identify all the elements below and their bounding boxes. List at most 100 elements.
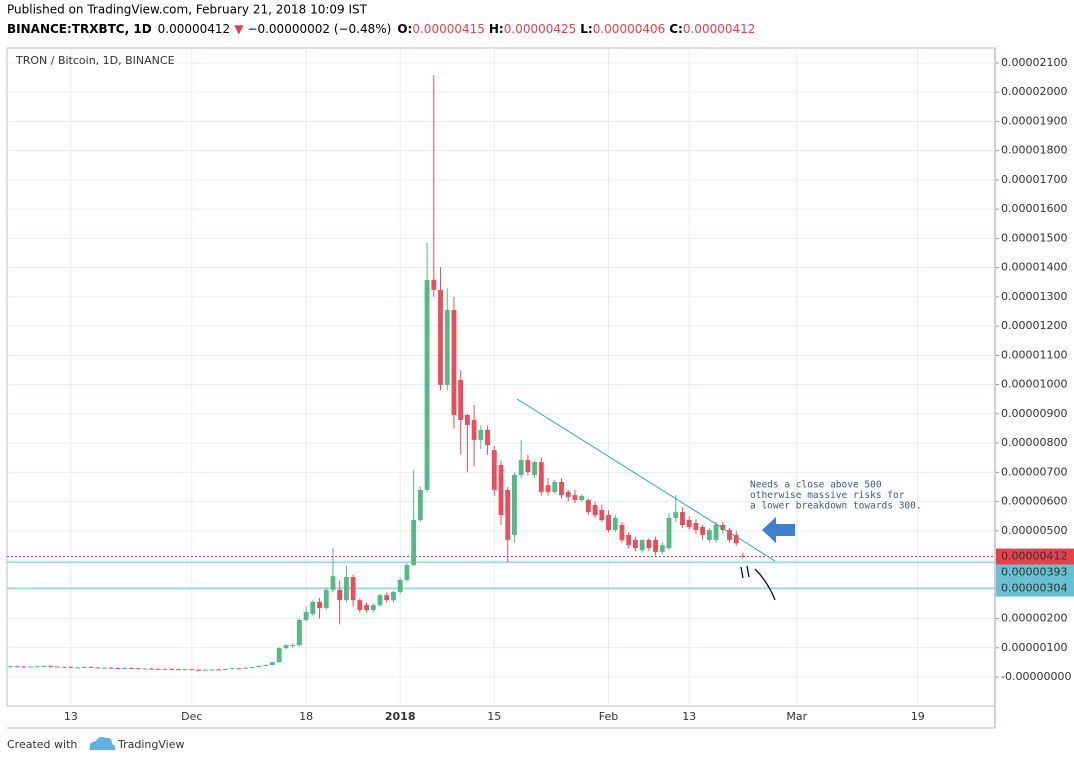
candle-body xyxy=(310,601,316,615)
y-tick-label: 0.00002000 xyxy=(1001,85,1067,98)
candle-body xyxy=(202,669,208,671)
candle-body xyxy=(88,666,94,668)
candle-body xyxy=(431,279,437,290)
candle-body xyxy=(169,668,175,670)
candle-body xyxy=(377,595,383,606)
candle-body xyxy=(444,310,450,385)
footer-brand[interactable]: TradingView xyxy=(117,738,184,751)
candle-body xyxy=(733,534,739,544)
x-tick-label: 15 xyxy=(487,710,501,723)
candle-body xyxy=(256,665,262,668)
candle-body xyxy=(370,605,376,611)
x-tick-label: Mar xyxy=(786,710,807,723)
candle-body xyxy=(41,665,47,667)
candle-body xyxy=(713,524,719,540)
candle-body xyxy=(68,666,74,668)
candle-body xyxy=(108,667,114,669)
candle-body xyxy=(21,666,27,668)
ohlc-value: 0.00000425 xyxy=(504,22,577,36)
candle-body xyxy=(599,510,605,521)
candle-body xyxy=(458,379,464,420)
candle-body xyxy=(471,419,477,440)
symbol-line: BINANCE:TRXBTC, 1D 0.00000412 ▼ −0.00000002… xyxy=(7,22,755,36)
candle-body xyxy=(122,667,128,669)
candle-body xyxy=(337,589,343,601)
candle-body xyxy=(223,668,228,670)
candle-body xyxy=(196,669,201,671)
candle-body xyxy=(626,534,632,546)
candle-body xyxy=(646,539,652,549)
candle-body xyxy=(209,669,215,671)
candle-body xyxy=(532,462,538,475)
y-tick-label: 0.00001900 xyxy=(1001,114,1067,127)
candle-body xyxy=(666,517,672,549)
candle-body xyxy=(700,527,706,535)
candle-body xyxy=(323,589,329,609)
candle-body xyxy=(538,462,544,492)
candle-body xyxy=(653,539,659,552)
ohlc-key: H: xyxy=(489,22,504,36)
annotation-line: Needs a close above 500 xyxy=(750,480,882,491)
candle-body xyxy=(243,667,249,669)
candle-body xyxy=(249,667,255,669)
candle-body xyxy=(585,500,591,513)
candle-body xyxy=(404,565,410,580)
candle-body xyxy=(14,666,20,668)
y-tick-label: 0.00001000 xyxy=(1001,378,1067,391)
y-tick-label: -0.00000000 xyxy=(1001,670,1071,683)
candle-body xyxy=(397,579,403,592)
candle-body xyxy=(236,668,242,670)
candle-body xyxy=(135,668,141,670)
candle-body xyxy=(28,666,33,668)
candle-body xyxy=(357,600,363,611)
y-tick-label: 0.00001400 xyxy=(1001,261,1067,274)
symbol: BINANCE:TRXBTC, 1D xyxy=(7,22,152,36)
y-tick-label: 0.00002100 xyxy=(1001,56,1067,69)
x-tick-label: 13 xyxy=(682,710,696,723)
ohlc-key: C: xyxy=(669,22,683,36)
y-tick-label: 0.00001100 xyxy=(1001,348,1067,361)
footer-created: Created with xyxy=(7,738,77,751)
candle-body xyxy=(505,489,511,540)
candle-body xyxy=(552,481,558,492)
candle-body xyxy=(384,595,390,601)
candle-body xyxy=(592,505,598,516)
candle-body xyxy=(491,450,497,490)
y-tick-label: 0.00001800 xyxy=(1001,144,1067,157)
candle-body xyxy=(451,310,457,416)
candle-body xyxy=(639,539,645,551)
candle-body xyxy=(128,667,134,669)
candle-body xyxy=(34,666,40,668)
last: 0.00000412 xyxy=(158,22,231,36)
candle-body xyxy=(142,668,148,670)
candle-body xyxy=(612,517,618,530)
candle-body xyxy=(155,668,161,670)
candle-body xyxy=(518,460,524,475)
ohlc-key: O: xyxy=(397,22,412,36)
y-tick-label: 0.00000700 xyxy=(1001,465,1067,478)
candles xyxy=(7,74,746,671)
candle-body xyxy=(48,665,54,667)
y-tick-label: 0.00000600 xyxy=(1001,495,1067,508)
candle-body xyxy=(659,545,665,552)
price-label-box xyxy=(996,548,1074,565)
published: Published on TradingView.com, February 2… xyxy=(7,3,368,17)
candle-body xyxy=(720,524,726,530)
candle-body xyxy=(686,520,692,528)
ohlc-value: 0.00000406 xyxy=(593,22,666,36)
candle-body xyxy=(693,522,699,530)
grid xyxy=(7,48,995,706)
ohlc: O:0.00000415 H:0.00000425 L:0.00000406 C:0.… xyxy=(397,22,755,36)
candle-body xyxy=(740,555,746,557)
candle-body xyxy=(115,667,121,669)
x-tick-label: 19 xyxy=(911,710,925,723)
candle-body xyxy=(673,512,679,518)
arrow-drawing xyxy=(762,517,795,543)
candle-body xyxy=(61,666,67,668)
candle-body xyxy=(330,576,336,590)
y-tick-label: 0.00000200 xyxy=(1001,612,1067,625)
candle-body xyxy=(364,605,369,611)
candle-body xyxy=(350,577,356,601)
y-tick-label: 0.00001500 xyxy=(1001,231,1067,244)
